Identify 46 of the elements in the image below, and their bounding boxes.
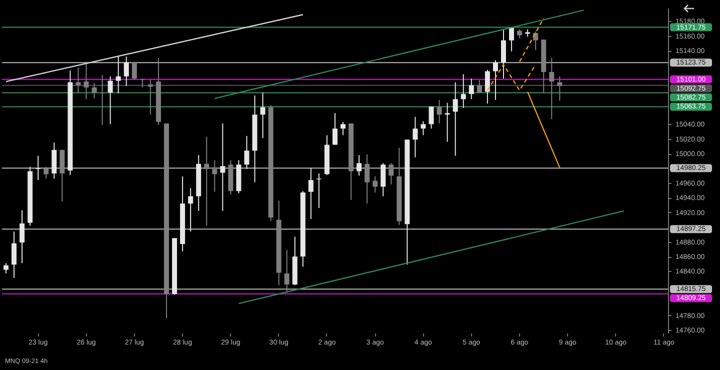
candlestick bbox=[412, 116, 418, 158]
candlestick bbox=[509, 27, 514, 52]
candlestick bbox=[420, 120, 426, 136]
candlestick bbox=[372, 176, 378, 194]
candlestick bbox=[364, 154, 370, 204]
candlestick bbox=[132, 61, 137, 81]
candlestick bbox=[204, 136, 210, 226]
candlestick bbox=[116, 55, 121, 94]
candlestick bbox=[484, 69, 490, 104]
candlestick bbox=[557, 76, 562, 102]
candlestick bbox=[492, 60, 498, 100]
candlestick bbox=[4, 262, 9, 274]
candlestick bbox=[188, 188, 194, 232]
candlestick bbox=[356, 154, 362, 176]
candlestick bbox=[124, 56, 129, 86]
candlestick bbox=[316, 172, 322, 208]
candlestick bbox=[460, 74, 466, 108]
candlestick bbox=[284, 249, 290, 292]
candlestick bbox=[501, 30, 506, 80]
candlestick bbox=[148, 80, 153, 116]
candlestick bbox=[60, 149, 65, 202]
candlestick bbox=[108, 76, 113, 125]
candlestick bbox=[452, 82, 458, 156]
candlestick bbox=[388, 162, 394, 185]
candlestick bbox=[468, 78, 474, 100]
candlestick bbox=[44, 166, 49, 180]
candlestick bbox=[340, 121, 346, 136]
candlestick bbox=[428, 106, 434, 130]
candlestick bbox=[444, 102, 450, 142]
candlestick bbox=[436, 99, 442, 124]
candlestick bbox=[332, 112, 338, 146]
candlestick bbox=[52, 142, 57, 180]
candlestick bbox=[533, 31, 538, 50]
candlestick bbox=[100, 74, 105, 126]
candlestick bbox=[84, 61, 89, 100]
candlestick bbox=[220, 122, 226, 212]
candlestick bbox=[20, 210, 25, 264]
candlestick bbox=[212, 160, 218, 192]
candlestick bbox=[549, 58, 554, 120]
candlestick bbox=[92, 82, 97, 99]
candlestick bbox=[380, 162, 386, 197]
candlestick bbox=[476, 80, 482, 94]
candlestick bbox=[260, 92, 266, 139]
candlestick bbox=[308, 168, 314, 220]
candlestick bbox=[12, 231, 17, 278]
candlestick bbox=[244, 135, 250, 170]
